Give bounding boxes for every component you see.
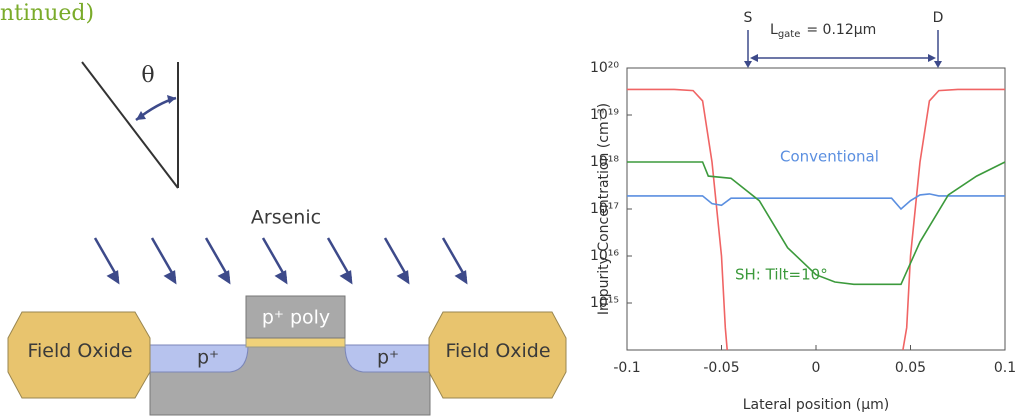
drain-label: D: [933, 10, 944, 26]
x-axis-title: Lateral position (μm): [743, 397, 890, 413]
diagram: θ Arsenic p⁺ poly p⁺ p⁺ Field Oxide Fiel…: [8, 62, 566, 415]
page: ntinued) θ Arsenic p⁺ poly p⁺ p⁺ Field O…: [0, 0, 1032, 419]
x-tick-label: 0.1: [994, 360, 1016, 376]
plot-frame: [627, 68, 1005, 350]
x-tick-label: -0.1: [613, 360, 640, 376]
annotation-arrowhead: [934, 61, 942, 68]
x-tick-label: 0.05: [895, 360, 926, 376]
left-oxide-label: Field Oxide: [20, 338, 140, 364]
gate-label: p⁺ poly: [262, 307, 330, 329]
gate-length-subscript: gate: [778, 29, 801, 40]
implant-label: Arsenic: [251, 207, 321, 229]
header-title: ntinued): [0, 1, 94, 26]
x-tick-label: 0: [812, 360, 821, 376]
gate-length-label: Lgate = 0.12μm: [770, 22, 876, 40]
series-line: [627, 89, 1005, 350]
source-label: S: [744, 10, 753, 26]
left-oxide-box: Field Oxide: [20, 338, 140, 394]
implant-arrows: [95, 238, 466, 282]
series-label: Conventional: [780, 148, 879, 166]
right-oxide-box: Field Oxide: [438, 338, 558, 394]
x-tick-label: -0.05: [703, 360, 739, 376]
gate-length-symbol: L: [770, 22, 778, 38]
gate-oxide: [246, 338, 345, 347]
left-diffusion-label: p⁺: [197, 347, 219, 369]
angle-label: θ: [141, 63, 154, 88]
y-axis-title: Impurity Concentration (cm⁻³): [596, 103, 612, 315]
right-oxide-label: Field Oxide: [438, 338, 558, 364]
annotation-arrowhead: [744, 61, 752, 68]
right-diffusion-label: p⁺: [377, 347, 399, 369]
gate-length-text: = 0.12μm: [806, 22, 876, 38]
series-label: SH: Tilt=10°: [735, 266, 828, 284]
beam-line: [82, 62, 178, 188]
y-tick-label: 10²⁰: [590, 60, 619, 76]
